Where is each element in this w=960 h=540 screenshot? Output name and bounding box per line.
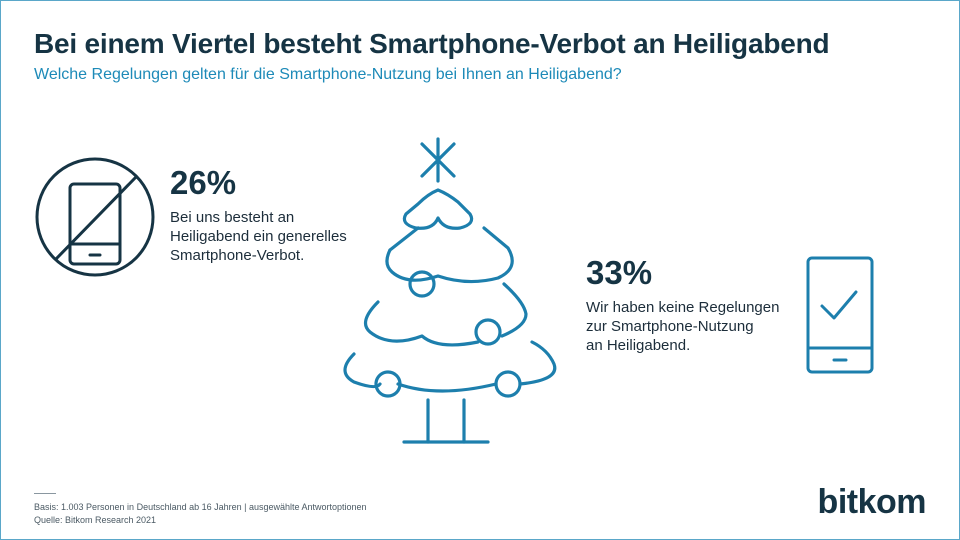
- page-title: Bei einem Viertel besteht Smartphone-Ver…: [34, 28, 830, 59]
- christmas-tree-icon: [343, 137, 557, 444]
- stat-text-ban: Bei uns besteht an Heiligabend ein gener…: [170, 209, 347, 264]
- footnote-divider: [34, 493, 56, 494]
- page-subtitle: Welche Regelungen gelten für die Smartph…: [34, 66, 622, 83]
- stat-value-no-rules: 33%: [586, 254, 653, 291]
- footnote-basis: Basis: 1.003 Personen in Deutschland ab …: [34, 502, 367, 512]
- bitkom-logo: bitkom: [817, 483, 927, 521]
- stat-text-no-rules: Wir haben keine Regelungen zur Smartphon…: [586, 299, 780, 354]
- smartphone-ban-icon: [35, 157, 155, 277]
- smartphone-check-icon: [806, 256, 874, 374]
- footnote-source: Quelle: Bitkom Research 2021: [34, 515, 157, 525]
- stat-value-ban: 26%: [170, 164, 237, 201]
